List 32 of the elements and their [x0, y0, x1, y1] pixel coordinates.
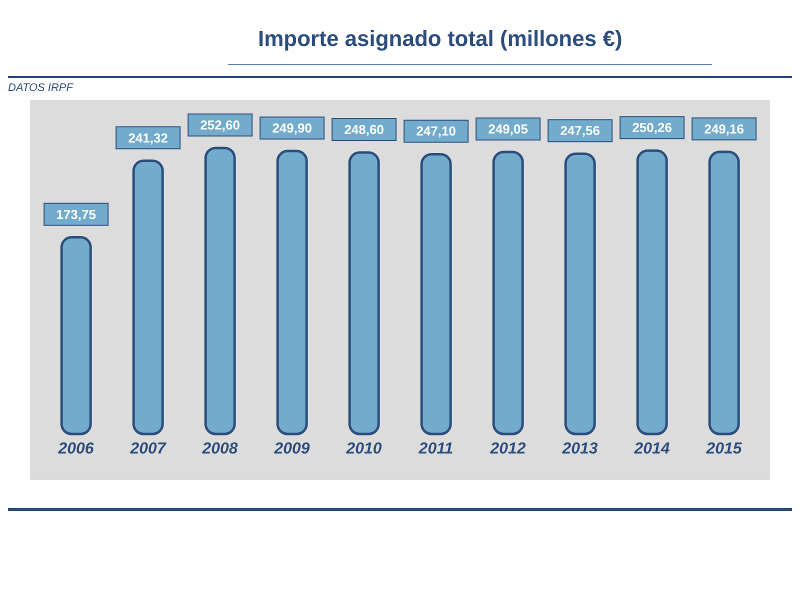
- data-label: 252,60: [200, 118, 240, 132]
- bar: [564, 152, 596, 436]
- x-tick-label: 2007: [129, 440, 167, 458]
- data-label: 241,32: [128, 130, 168, 146]
- x-tick-label: 2011: [418, 440, 454, 458]
- data-label: 249,90: [272, 120, 312, 136]
- data-label: 247,56: [560, 123, 600, 138]
- data-label: 248,60: [344, 122, 384, 138]
- bar: [708, 150, 740, 436]
- data-label: 173,75: [56, 206, 96, 222]
- chart-title: Importe asignado total (millones €): [258, 26, 622, 52]
- x-tick-label: 2008: [201, 440, 238, 458]
- data-label: 247,10: [416, 124, 456, 139]
- x-tick-label: 2014: [633, 440, 670, 458]
- x-tick-label: 2012: [489, 440, 526, 458]
- bar: [60, 236, 92, 436]
- bar: [348, 151, 380, 436]
- x-tick-label: 2006: [57, 440, 94, 458]
- x-tick-label: 2009: [273, 440, 310, 458]
- bar: [132, 160, 164, 436]
- data-label: 249,05: [488, 122, 528, 137]
- data-label: 250,26: [632, 120, 672, 136]
- bar: [636, 149, 668, 436]
- x-tick-label: 2013: [561, 440, 598, 458]
- x-tick-label: 2015: [705, 440, 743, 458]
- bar: [276, 150, 308, 436]
- x-tick-label: 2010: [345, 440, 382, 458]
- bar: [492, 150, 524, 436]
- bar: [204, 146, 236, 436]
- text: DATOS IRPF: [8, 82, 73, 94]
- bar: [420, 152, 452, 436]
- data-label: 249,16: [704, 121, 744, 136]
